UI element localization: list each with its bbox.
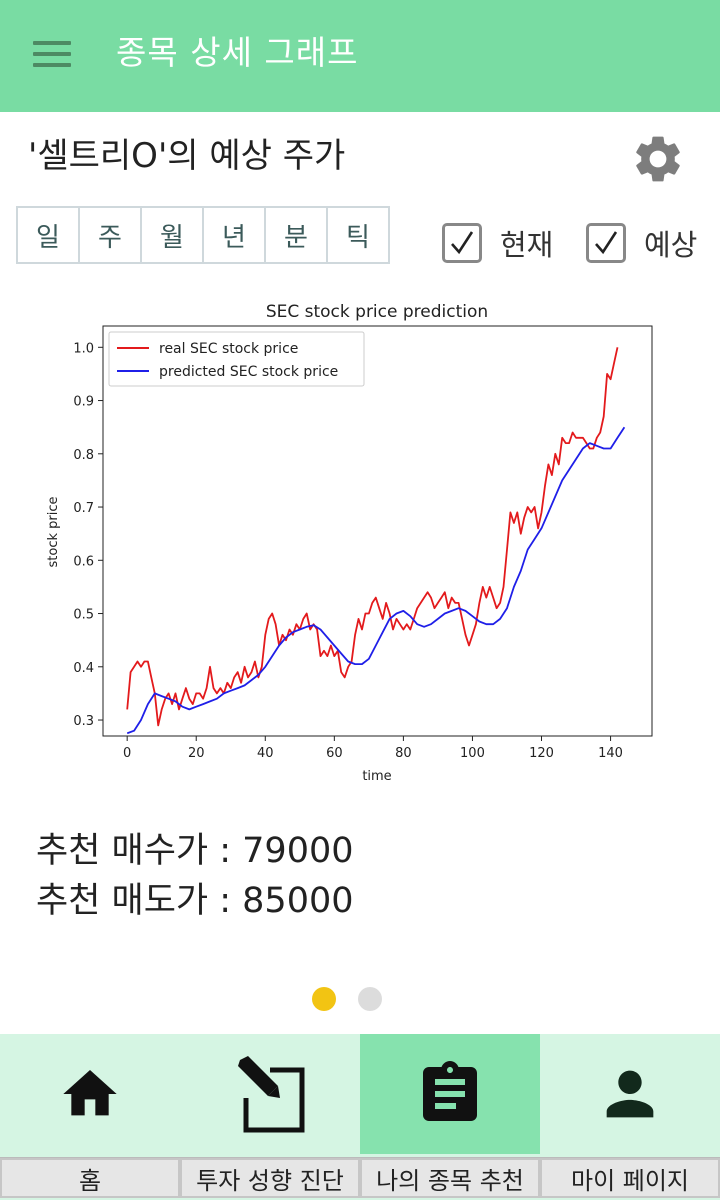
nav-tab-my-recommendations[interactable] xyxy=(360,1034,540,1154)
page-title: 종목 상세 그래프 xyxy=(116,33,359,72)
clipboard-icon xyxy=(423,1061,477,1121)
y-tick-label: 0.4 xyxy=(73,661,94,676)
period-tab-day[interactable]: 일 xyxy=(18,208,80,262)
chart-legend xyxy=(108,331,365,387)
chart-title: SEC stock price prediction xyxy=(266,302,488,322)
x-tick-label: 0 xyxy=(123,746,131,761)
y-tick-label: 0.9 xyxy=(73,395,94,410)
app-bar: 종목 상세 그래프 xyxy=(0,0,720,112)
chart-x-label: time xyxy=(362,769,391,784)
check-icon xyxy=(451,231,474,255)
nav-label-investment-diagnosis[interactable]: 투자 성향 진단 xyxy=(180,1158,360,1198)
x-tick-label: 60 xyxy=(326,746,343,761)
series-line-real xyxy=(126,347,619,727)
plot-frame xyxy=(102,325,653,737)
y-tick-label: 0.5 xyxy=(73,608,94,623)
person-icon xyxy=(606,1070,654,1118)
page-indicator-dot-2[interactable] xyxy=(358,987,382,1011)
legend-label: real SEC stock price xyxy=(159,341,298,357)
stock-heading: '셀트리O'의 예상 주가 xyxy=(28,136,346,176)
recommended-sell-price: 추천 매도가 : 85000 xyxy=(36,881,354,921)
home-icon xyxy=(63,1070,117,1116)
nav-tab-home[interactable] xyxy=(0,1034,180,1154)
predicted-toggle-label: 예상 xyxy=(644,228,698,262)
period-tab-tick[interactable]: 틱 xyxy=(346,222,370,253)
period-tab-year[interactable]: 년 xyxy=(204,208,266,262)
check-icon xyxy=(595,231,618,255)
recommended-buy-price: 추천 매수가 : 79000 xyxy=(36,831,354,871)
stock-price-chart: SEC stock price prediction time stock pr… xyxy=(46,302,653,784)
period-tab-minute[interactable]: 분 xyxy=(266,208,328,262)
period-tab-week[interactable]: 주 xyxy=(80,208,142,262)
predicted-toggle[interactable]: 예상 xyxy=(586,220,697,266)
y-tick-label: 0.8 xyxy=(73,448,94,463)
nav-tab-investment-diagnosis[interactable] xyxy=(180,1034,360,1154)
page-indicator-dot-1[interactable] xyxy=(312,987,336,1011)
period-selector: 일 주 월 년 분 틱 xyxy=(16,206,390,264)
x-tick-label: 80 xyxy=(395,746,412,761)
nav-label-my-recommendations[interactable]: 나의 종목 추천 xyxy=(360,1158,540,1198)
x-tick-label: 20 xyxy=(188,746,205,761)
x-tick-label: 120 xyxy=(529,746,554,761)
predicted-checkbox[interactable] xyxy=(586,223,626,263)
y-tick-label: 1.0 xyxy=(73,341,94,356)
x-tick-label: 100 xyxy=(460,746,485,761)
edit-icon xyxy=(238,1056,305,1133)
menu-icon[interactable] xyxy=(33,41,71,67)
legend-label: predicted SEC stock price xyxy=(159,364,338,380)
current-toggle[interactable]: 현재 xyxy=(442,220,553,266)
y-tick-label: 0.3 xyxy=(73,714,94,729)
x-tick-label: 40 xyxy=(257,746,274,761)
y-tick-label: 0.6 xyxy=(73,554,94,569)
chart-y-label: stock price xyxy=(46,497,61,568)
nav-label-home[interactable]: 홈 xyxy=(0,1158,180,1198)
y-tick-label: 0.7 xyxy=(73,501,94,516)
nav-tab-my-page[interactable] xyxy=(540,1034,720,1154)
bottom-nav-labels: 홈 투자 성향 진단 나의 종목 추천 마이 페이지 xyxy=(0,1157,720,1201)
series-line-predicted xyxy=(126,426,626,735)
nav-label-my-page[interactable]: 마이 페이지 xyxy=(540,1158,720,1198)
current-toggle-label: 현재 xyxy=(500,228,554,262)
current-checkbox[interactable] xyxy=(442,223,482,263)
x-tick-label: 140 xyxy=(598,746,623,761)
settings-gear-icon[interactable] xyxy=(630,131,686,187)
period-tab-month[interactable]: 월 xyxy=(142,208,204,262)
